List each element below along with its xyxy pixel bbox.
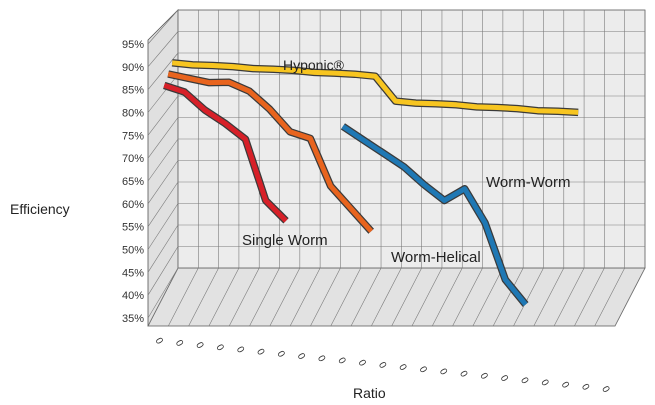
y-tick-label: 35% [122,313,144,325]
x-tick-label: 0 [213,343,226,354]
gridline-side [147,160,179,205]
gridline-side [147,203,179,250]
y-tick-label: 50% [122,245,144,257]
y-axis-ticks: 95% 90% 85% 80% 75% 70% 65% 60% 55% 50% 45% 40% 35% [122,39,144,325]
x-tick-label: 0 [579,382,592,393]
chart-gridlines [147,9,646,327]
gridline-floor [188,267,219,327]
gridline-floor [249,267,280,327]
x-tick-label: 0 [173,338,186,349]
y-tick-label: 55% [122,222,144,234]
y-tick-label: 90% [122,62,144,74]
gridline-floor [594,267,625,327]
y-axis-title: Efficiency [10,201,70,217]
gridline-floor [228,267,260,327]
gridline-side [147,138,179,182]
x-tick-label: 0 [559,380,572,391]
gridline-side [147,95,179,136]
gridline-side [147,267,179,319]
gridline-side [147,181,179,227]
y-tick-label: 70% [122,153,144,165]
gridline-side [147,74,179,113]
x-axis-title: Ratio [353,385,386,401]
gridline-floor [371,267,402,327]
x-tick-label: 0 [274,349,287,360]
gridline-floor [147,267,179,327]
gridline-floor [208,267,240,327]
x-tick-label: 0 [538,378,551,389]
y-tick-label: 65% [122,176,144,188]
chart-walls [147,9,646,327]
gridline-floor [513,267,544,327]
x-tick-label: 0 [498,373,511,384]
series-lines [163,59,579,307]
x-tick-label: 0 [416,365,429,376]
gridline-side [147,31,179,68]
gridline-floor [553,267,585,327]
gridline-floor [452,267,483,327]
y-tick-label: 80% [122,108,144,120]
gridline-side [147,52,179,90]
gridline-side [147,117,179,159]
gridline-floor [533,267,565,327]
x-tick-label: 0 [477,371,490,382]
chart-floor [147,267,646,327]
series-line-worm-worm [341,124,528,307]
x-tick-label: 0 [396,362,409,373]
gridline-floor [614,267,646,327]
gridline-floor [289,267,321,327]
x-tick-label: 0 [599,384,612,395]
y-tick-label: 85% [122,85,144,97]
x-tick-label: 0 [193,340,206,351]
gridline-side [147,246,179,296]
x-tick-label: 0 [335,356,348,367]
x-tick-label: 0 [518,376,531,387]
y-tick-label: 75% [122,130,144,142]
gridline-floor [411,267,443,327]
gridline-floor [574,267,605,327]
series-label-worm-worm: Worm-Worm [486,174,570,191]
x-tick-label: 0 [356,358,369,369]
y-tick-label: 60% [122,199,144,211]
x-tick-label: 0 [234,345,247,356]
x-tick-label: 0 [254,347,267,358]
y-tick-label: 45% [122,267,144,279]
x-tick-label: 0 [437,367,450,378]
x-tick-label: 0 [295,351,308,362]
series-label-worm-helical: Worm-Helical [391,249,481,266]
gridline-floor [492,267,524,327]
gridline-floor [391,267,422,327]
y-tick-label: 95% [122,39,144,51]
gridline-floor [269,267,301,327]
x-tick-label: 0 [457,369,470,380]
x-tick-label: 0 [153,336,166,347]
gridline-floor [472,267,504,327]
gridline-floor [431,267,463,327]
y-tick-label: 40% [122,290,144,302]
gridline-floor [350,267,382,327]
x-tick-label: 0 [315,354,328,365]
series-label-hyponic: Hyponic® [283,57,345,73]
gridline-floor [310,267,341,327]
gridline-floor [330,267,362,327]
gridline-side [147,224,179,273]
gridline-side [147,9,179,45]
x-tick-label: 0 [376,360,389,371]
series-label-single-worm: Single Worm [242,232,328,249]
gridline-floor [168,267,199,327]
